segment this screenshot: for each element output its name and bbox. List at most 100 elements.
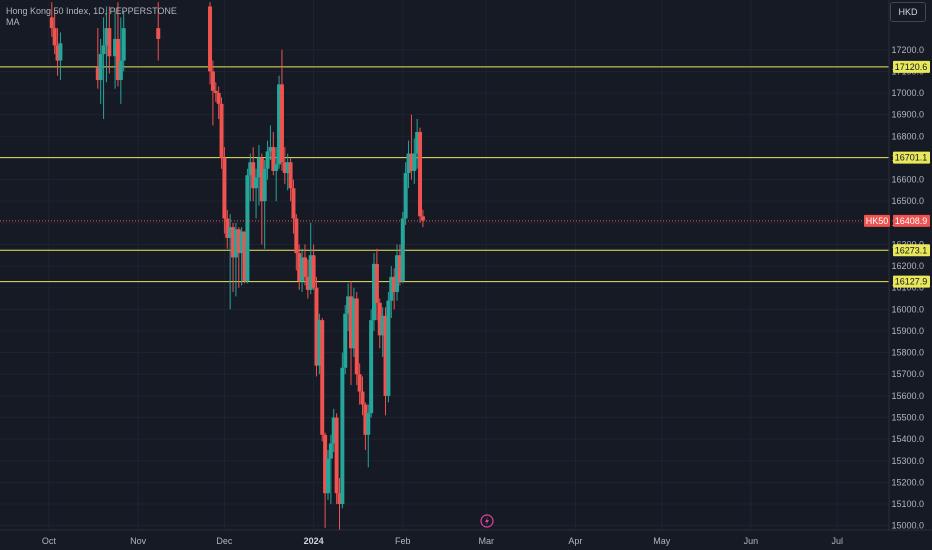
candle-body <box>156 28 161 39</box>
lightning-icon[interactable] <box>480 514 494 528</box>
x-tick-label: Dec <box>216 536 233 546</box>
x-tick-label: Mar <box>478 536 494 546</box>
candle-body <box>95 67 100 81</box>
candle-body <box>282 162 287 174</box>
candle-body <box>323 434 328 494</box>
horizontal-level-label-bg <box>893 151 930 164</box>
candle-body <box>314 287 319 366</box>
candle-body <box>395 255 400 293</box>
last-price-label-bg <box>893 214 930 227</box>
candle-body <box>251 162 256 189</box>
candle-body <box>389 276 394 301</box>
candle-body <box>308 255 313 290</box>
candles <box>49 2 425 530</box>
candle-body <box>291 188 296 219</box>
candle-body <box>265 151 270 169</box>
candle-body <box>104 28 109 46</box>
candle-body <box>317 320 322 366</box>
candle-body <box>366 413 371 435</box>
candle-body <box>302 257 307 277</box>
candle-body <box>279 84 284 163</box>
horizontal-levels[interactable] <box>0 66 889 283</box>
currency-button[interactable]: HKD <box>890 2 926 22</box>
candle-body <box>254 177 259 189</box>
price-axis[interactable]: 15000.0 15100.0 15200.0 15300.0 15400.0 15500… <box>891 45 924 531</box>
x-tick-label: Jul <box>831 536 843 546</box>
candle-body <box>374 263 379 303</box>
candle-body <box>392 276 397 293</box>
y-tick-label: 16500.0 <box>891 196 924 206</box>
candle-body <box>259 157 264 202</box>
candle-body <box>55 45 60 61</box>
candle-body <box>225 218 230 238</box>
y-tick-label: 17000.0 <box>891 88 924 98</box>
candle-body <box>236 229 241 254</box>
x-tick-label: Feb <box>395 536 411 546</box>
candle-body <box>233 229 238 258</box>
candle-body <box>297 253 302 282</box>
y-tick-label: 15900.0 <box>891 326 924 336</box>
candle-body <box>311 255 316 288</box>
candle-body <box>113 38 118 57</box>
candle-body <box>403 173 408 219</box>
candle-body <box>340 367 345 505</box>
candle-body <box>360 391 365 405</box>
y-tick-label: 16900.0 <box>891 110 924 120</box>
symbol-tag-bg <box>864 214 890 227</box>
symbol-title[interactable]: Hong Kong 50 Index, 1D, PEPPERSTONE <box>6 6 177 16</box>
candle-body <box>52 28 57 46</box>
candle-body <box>208 6 213 72</box>
x-tick-label: Oct <box>42 536 57 546</box>
x-tick-label: 2024 <box>304 536 324 546</box>
candle-body <box>328 443 333 459</box>
horizontal-level-label: 17120.6 <box>895 62 928 72</box>
y-tick-label: 15300.0 <box>891 456 924 466</box>
y-tick-label: 16000.0 <box>891 304 924 314</box>
candle-body <box>415 131 420 154</box>
y-tick-label: 15600.0 <box>891 391 924 401</box>
candle-body <box>98 54 103 81</box>
candle-body <box>262 168 267 202</box>
candle-body <box>101 45 106 55</box>
candle-body <box>420 216 425 221</box>
candle-body <box>288 162 293 189</box>
candle-body <box>268 147 273 152</box>
candle-body <box>409 153 414 171</box>
candle-body <box>107 28 112 57</box>
y-tick-label: 15700.0 <box>891 369 924 379</box>
candle-body <box>300 257 305 282</box>
x-tick-label: May <box>653 536 671 546</box>
last-price-label: 16408.9 <box>895 216 928 226</box>
candle-body <box>377 302 382 336</box>
candle-body <box>248 162 253 176</box>
y-tick-label: 15000.0 <box>891 521 924 531</box>
candle-body <box>343 313 348 368</box>
candle-body <box>305 276 310 290</box>
candle-body <box>277 84 282 165</box>
y-tick-label: 16100.0 <box>891 283 924 293</box>
horizontal-level-label-bg <box>893 244 930 257</box>
y-tick-label: 16800.0 <box>891 131 924 141</box>
candle-body <box>357 374 362 392</box>
y-tick-label: 17200.0 <box>891 45 924 55</box>
horizontal-level-label: 16127.9 <box>895 277 928 287</box>
candle-body <box>231 227 236 258</box>
candle-body <box>245 175 250 282</box>
candle-body <box>383 315 388 396</box>
candle-body <box>222 157 227 219</box>
x-tick-label: Apr <box>568 536 582 546</box>
y-tick-label: 15800.0 <box>891 348 924 358</box>
x-tick-label: Nov <box>130 536 147 546</box>
y-tick-label: 15100.0 <box>891 499 924 509</box>
candle-body <box>256 157 261 178</box>
symbol-tag: HK50 <box>866 216 889 226</box>
candle-body <box>363 404 368 435</box>
candle-body <box>118 60 123 81</box>
indicator-label[interactable]: MA <box>6 17 20 27</box>
candle-body <box>351 298 356 349</box>
candle-body <box>325 458 330 494</box>
y-tick-label: 15400.0 <box>891 434 924 444</box>
candle-body <box>320 320 325 435</box>
time-axis[interactable]: Oct Nov Dec 2024 Feb Mar Apr May Jun Jul <box>42 536 843 546</box>
